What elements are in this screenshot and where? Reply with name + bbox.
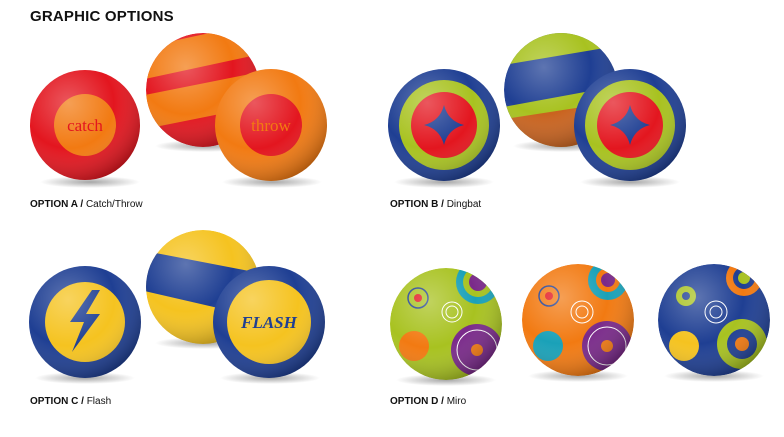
option-b-balls xyxy=(388,33,686,188)
ball-dingbat-right xyxy=(574,69,686,181)
option-a-balls: catch throw xyxy=(30,33,327,188)
option-b-name: Dingbat xyxy=(446,199,482,210)
ball-lightning xyxy=(29,266,141,378)
option-c-caption: OPTION C / Flash xyxy=(30,396,111,407)
ball-catch xyxy=(30,70,140,180)
option-a-label: OPTION A / xyxy=(30,199,84,210)
ball-throw xyxy=(215,69,327,181)
ball-miro-orange xyxy=(522,264,634,376)
ball-miro-lime xyxy=(390,268,502,380)
throw-text: throw xyxy=(251,116,291,135)
option-d-label: OPTION D / xyxy=(390,396,444,407)
option-b-label: OPTION B / xyxy=(390,199,444,210)
option-d-name: Miro xyxy=(446,396,467,407)
option-a-name: Catch/Throw xyxy=(85,199,143,210)
option-c-label: OPTION C / xyxy=(30,396,84,407)
catch-text: catch xyxy=(67,116,103,135)
option-c-balls: FLASH xyxy=(29,230,325,384)
ball-dingbat-left xyxy=(388,69,500,181)
ball-miro-navy xyxy=(658,264,770,376)
flash-text: FLASH xyxy=(240,313,298,332)
ball-flash xyxy=(213,266,325,378)
option-a-caption: OPTION A / Catch/Throw xyxy=(30,199,143,210)
option-d-caption: OPTION D / Miro xyxy=(390,396,466,407)
page-title: GRAPHIC OPTIONS xyxy=(30,8,174,25)
option-d-balls xyxy=(390,264,770,386)
option-b-caption: OPTION B / Dingbat xyxy=(390,199,481,210)
option-c-name: Flash xyxy=(86,396,112,407)
